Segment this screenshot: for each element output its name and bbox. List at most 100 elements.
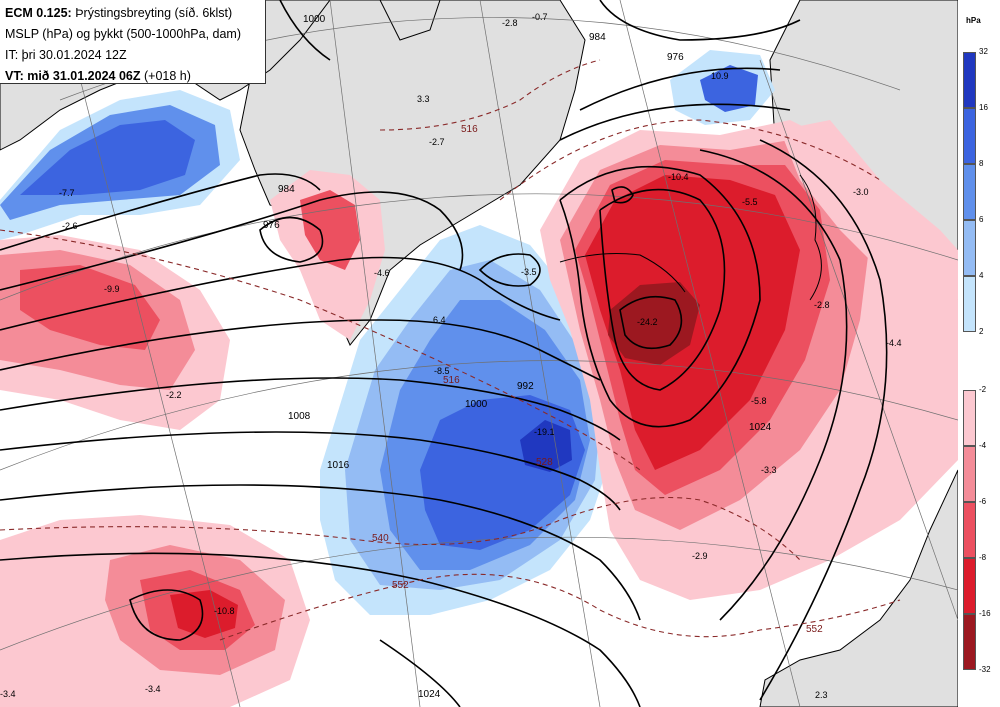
isobar-line [259,216,324,263]
isobar-line [579,67,781,111]
thickness-line [379,59,601,131]
isobar-label: 1000 [303,14,326,25]
rise-area-n-16 [700,65,758,112]
legend-tick: 6 [979,215,984,224]
isobar-label: 1024 [749,422,772,433]
pressure-fall-shading [0,120,958,707]
isobar-label-layer: 1000 984 976 984 992 1000 1008 1016 1024… [263,14,772,700]
thickness-line [499,119,881,201]
legend-swatch-fall-16 [963,614,976,670]
value-label: 2.3 [815,690,828,700]
value-label: 3.3 [417,94,430,104]
isobar-line [0,484,641,621]
model-name: ECM 0.125: [5,6,72,20]
isobar-line [0,173,321,251]
thickness-label-layer: 540 552 516 528 552 516 [372,124,823,635]
thickness-label: 516 [443,375,460,386]
isobar-line [759,139,888,701]
map-info-box: ECM 0.125: Þrýstingsbreyting (síð. 6klst… [0,0,266,84]
value-label: -2.2 [166,390,182,400]
isobar-line [619,295,683,350]
isobar-line [599,188,726,391]
weather-map: 1000 984 976 984 992 1000 1008 1016 1024… [0,0,958,707]
value-label: -3.4 [0,689,16,699]
legend-swatch-rise-16 [963,108,976,164]
isobar-line [0,552,641,707]
valid-time: VT: mið 31.01.2024 06Z [5,69,141,83]
isobar-line [699,149,848,621]
coastline-details [559,174,822,301]
legend-tick: -4 [979,441,987,450]
value-label: -3.4 [145,684,161,694]
isobar-label: 1008 [288,411,311,422]
legend-tick: -16 [979,609,991,618]
thickness-label: 540 [372,533,389,544]
thickness-label: 552 [806,624,823,635]
value-label: -19.1 [534,427,555,437]
title-line: ECM 0.125: Þrýstingsbreyting (síð. 6klst… [5,3,260,24]
legend-tick: 4 [979,271,984,280]
isobar-line [0,377,621,441]
value-label: -8.5 [434,366,450,376]
parallel-line [0,360,958,471]
legend-unit: hPa [966,16,981,25]
fall-area-greenland-6 [300,190,360,270]
value-label: -2.7 [429,137,445,147]
thickness-line [0,229,641,471]
legend-tick: 2 [979,327,984,336]
value-label: -4.4 [886,338,902,348]
isobar-line [279,0,331,61]
meridian-line [59,0,241,707]
coastline [799,174,822,301]
value-label: -9.9 [104,284,120,294]
isobar-label: 984 [589,32,606,43]
value-label: -4.6 [374,268,390,278]
meridian-line [479,0,601,707]
legend-tick: -6 [979,497,987,506]
isobar-line [478,253,541,287]
isobar-line [611,186,634,204]
isobar-label: 1000 [465,399,488,410]
thickness-lines [0,59,901,641]
isobar-line [559,103,791,141]
value-label: -2.9 [692,551,708,561]
isobar-line [599,0,801,41]
isobar-line [129,589,204,641]
valid-time-line: VT: mið 31.01.2024 06Z (+018 h) [5,66,260,87]
forecast-hour: (+018 h) [143,69,191,83]
isobar-line [0,319,601,381]
legend-swatch-fall-4 [963,446,976,502]
isobar-line [0,256,561,331]
rise-area-32 [520,420,572,472]
europe-landmass [759,469,958,707]
fall-area-ne-2 [780,120,958,300]
legend-tick: -32 [979,665,991,674]
coastline [559,253,686,293]
thickness-label: 516 [461,124,478,135]
thickness-label: 528 [536,457,553,468]
isobar-line [0,431,621,511]
isobar-label: 984 [278,184,295,195]
value-label: -0.7 [532,12,548,22]
parallel-line [0,536,958,651]
thickness-line [219,573,901,641]
thickness-label: 552 [392,580,409,591]
isobar-label: 1024 [418,689,441,700]
value-label: -3.0 [853,187,869,197]
issue-time: IT: þri 30.01.2024 12Z [5,48,127,62]
value-label: -2.8 [814,300,830,310]
ellesmere-landmass [379,0,441,41]
value-label: -5.8 [751,396,767,406]
meridian-line [759,59,958,621]
value-label: -3.5 [521,267,537,277]
legend-tick: 8 [979,159,984,168]
isobar-label: 1016 [327,460,350,471]
legend-swatch-rise-32 [963,52,976,108]
legend-tick: 32 [979,47,988,56]
legend-swatch-rise-6 [963,220,976,276]
isobar-label: 976 [263,220,280,231]
legend-swatch-rise-4 [963,276,976,332]
value-label-layer: -2.8 -0.7 3.3 -2.7 10.9 -7.7 -2.6 -9.9 -… [0,12,902,700]
value-label: -10.4 [668,172,689,182]
isobar-label: 992 [517,381,534,392]
